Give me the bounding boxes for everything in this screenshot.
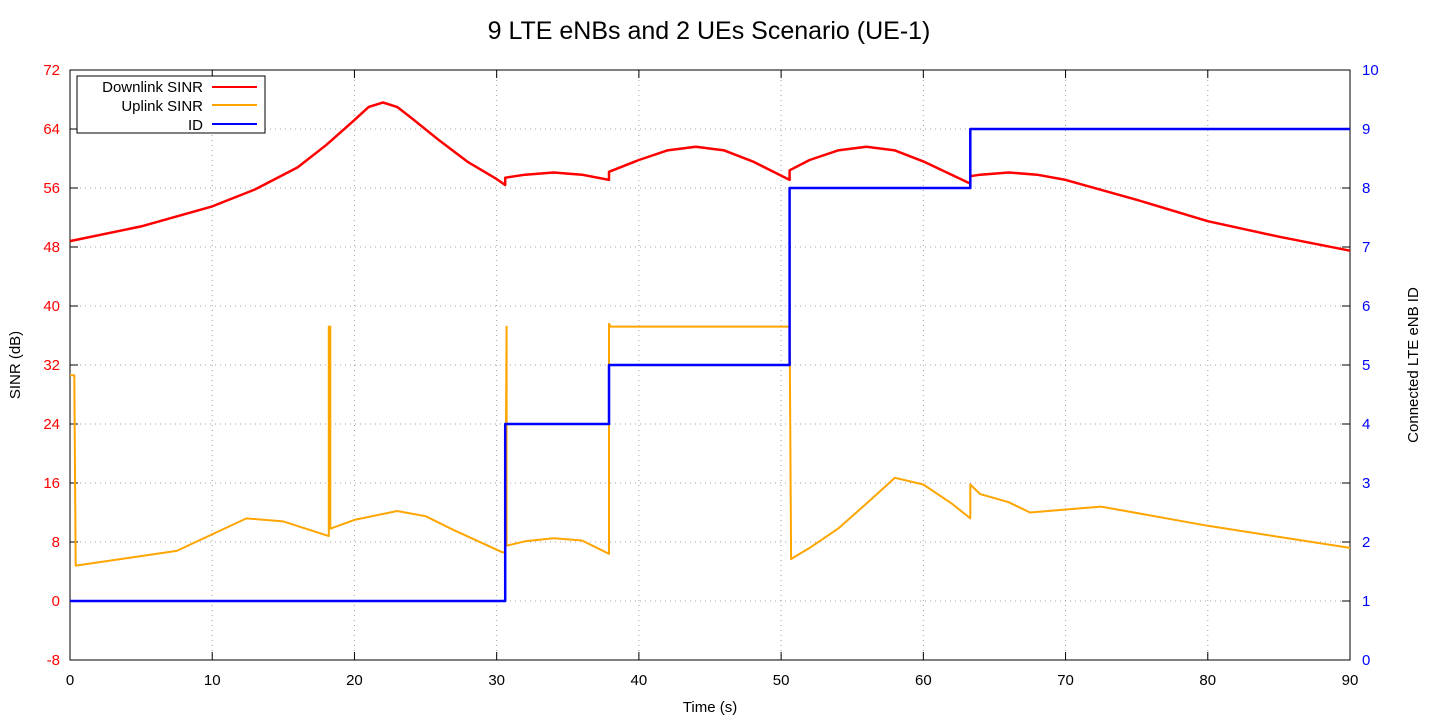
x-tick-label: 90 (1342, 672, 1359, 689)
y-tick-label: 8 (52, 534, 60, 551)
y2-tick-label: 4 (1362, 416, 1370, 433)
y2-tick-label: 6 (1362, 298, 1370, 315)
y-tick-label: 48 (43, 239, 60, 256)
legend-label-downlink: Downlink SINR (102, 79, 203, 96)
chart-title: 9 LTE eNBs and 2 UEs Scenario (UE-1) (488, 17, 931, 45)
x-tick-label: 10 (204, 672, 221, 689)
y2-tick-label: 7 (1362, 239, 1370, 256)
x-tick-label: 40 (631, 672, 648, 689)
x-tick-label: 30 (488, 672, 505, 689)
y2-tick-label: 5 (1362, 357, 1370, 374)
series-line-id (70, 127, 1350, 603)
legend: Downlink SINR Uplink SINR ID (76, 75, 266, 134)
x-tick-label: 50 (773, 672, 790, 689)
y-tick-label: 0 (52, 593, 60, 610)
x-tick-label: 70 (1057, 672, 1074, 689)
series-lines (69, 101, 1351, 603)
y-tick-label: 64 (43, 121, 60, 138)
x-tick-label: 20 (346, 672, 363, 689)
y2-tick-label: 2 (1362, 534, 1370, 551)
legend-label-uplink: Uplink SINR (121, 98, 203, 115)
y2-tick-label: 10 (1362, 62, 1379, 79)
y2-axis-label: Connected LTE eNB ID (1405, 287, 1422, 443)
x-tick-label: 80 (1199, 672, 1216, 689)
y-tick-label: 32 (43, 357, 60, 374)
x-axis-label: Time (s) (683, 699, 737, 716)
y-tick-label: 40 (43, 298, 60, 315)
x-tick-label: 60 (915, 672, 932, 689)
y-axis-label: SINR (dB) (7, 331, 24, 399)
y-tick-label: 24 (43, 416, 60, 433)
axis-ticks: 0 10 20 30 40 50 60 70 80 90-80816243240485664720… (43, 62, 1378, 689)
y2-tick-label: 3 (1362, 475, 1370, 492)
y-tick-label: 72 (43, 62, 60, 79)
y-tick-label: -8 (47, 652, 60, 669)
series-line-uplink-sinr (70, 322, 1351, 567)
y2-tick-label: 8 (1362, 180, 1370, 197)
y2-tick-label: 1 (1362, 593, 1370, 610)
y-tick-label: 16 (43, 475, 60, 492)
x-tick-label: 0 (66, 672, 74, 689)
series-line-downlink-sinr (69, 101, 1351, 252)
legend-label-id: ID (188, 117, 203, 134)
y-tick-label: 56 (43, 180, 60, 197)
y2-tick-label: 9 (1362, 121, 1370, 138)
y2-tick-label: 0 (1362, 652, 1370, 669)
